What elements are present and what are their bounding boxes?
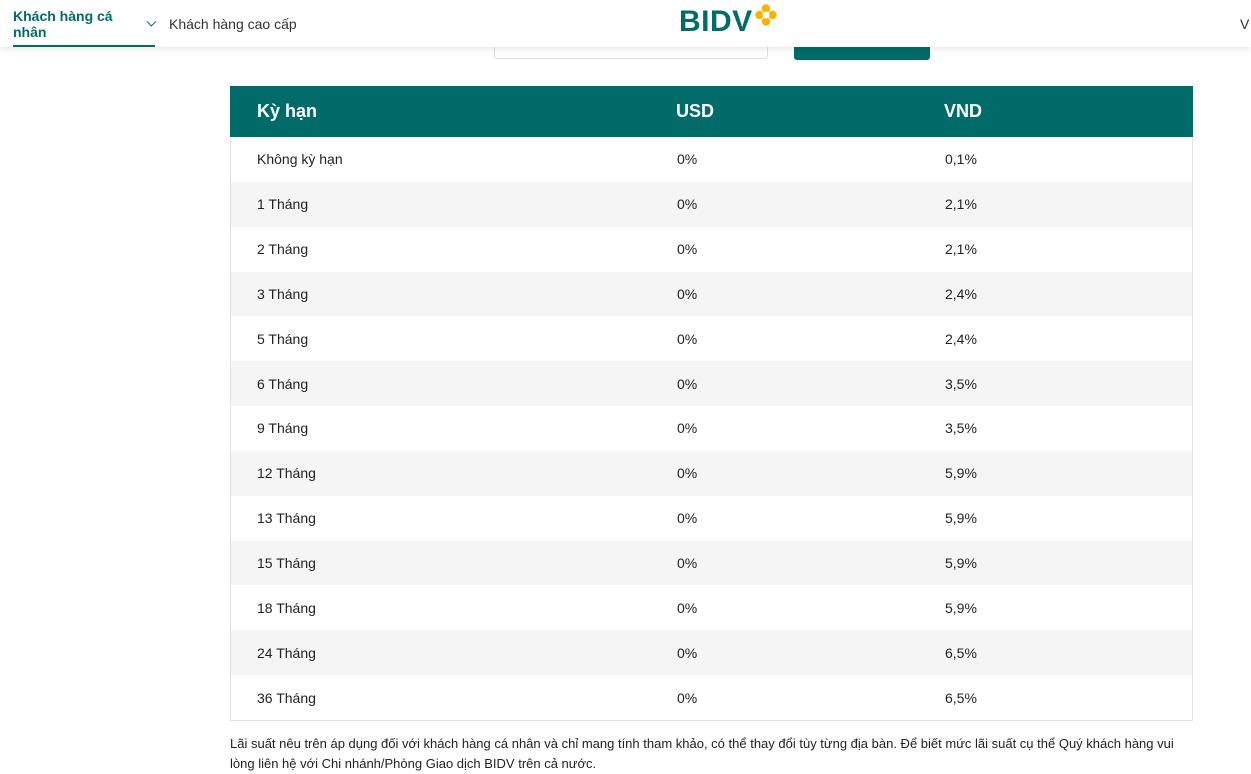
table-row: Không kỳ hạn 0% 0,1%	[231, 137, 1192, 182]
cell-term: 36 Tháng	[257, 689, 316, 706]
cell-term: 3 Tháng	[257, 285, 309, 302]
cell-term: 9 Tháng	[257, 420, 309, 437]
column-header-usd: USD	[676, 101, 715, 121]
table-row: 12 Tháng 0% 5,9%	[231, 450, 1192, 496]
site-header: Khách hàng cá nhân Khách hàng cao cấp BI…	[0, 0, 1251, 47]
nav-premium-label: Khách hàng cao cấp	[169, 15, 297, 32]
table-row: 13 Tháng 0% 5,9%	[231, 495, 1192, 541]
cell-term: 5 Tháng	[257, 330, 309, 347]
cell-vnd: 0,1%	[945, 151, 977, 168]
table-body: Không kỳ hạn 0% 0,1% 1 Tháng 0% 2,1% 2 T…	[231, 137, 1192, 720]
cell-vnd: 3,5%	[945, 420, 977, 437]
cell-vnd: 5,9%	[945, 599, 977, 616]
cell-usd: 0%	[677, 510, 698, 527]
table-header: Kỳ hạn USD VND	[230, 86, 1193, 137]
cell-vnd: 5,9%	[945, 510, 977, 527]
chevron-down-icon	[146, 16, 157, 27]
table-row: 1 Tháng 0% 2,1%	[231, 181, 1192, 227]
table-row: 18 Tháng 0% 5,9%	[231, 585, 1192, 631]
cell-vnd: 5,9%	[945, 555, 977, 572]
language-switch[interactable]: V	[1240, 0, 1249, 47]
cell-usd: 0%	[677, 241, 698, 258]
cell-usd: 0%	[677, 375, 698, 392]
column-header-term: Kỳ hạn	[257, 101, 318, 121]
table-row: 3 Tháng 0% 2,4%	[231, 271, 1192, 317]
disclaimer-note: Lãi suất nêu trên áp dụng đối với khách …	[230, 736, 1174, 771]
nav-personal-customers[interactable]: Khách hàng cá nhân	[13, 0, 157, 47]
cell-term: 18 Tháng	[257, 599, 316, 616]
cell-usd: 0%	[677, 644, 698, 661]
flower-logo-icon	[754, 4, 777, 26]
cell-term: 1 Tháng	[257, 196, 309, 213]
language-label: V	[1240, 15, 1250, 32]
table-row: 15 Tháng 0% 5,9%	[231, 540, 1192, 586]
nav-premium-customers[interactable]: Khách hàng cao cấp	[169, 0, 297, 47]
table-row: 6 Tháng 0% 3,5%	[231, 361, 1192, 407]
interest-rate-table: Kỳ hạn USD VND Không kỳ hạn 0% 0,1% 1 Th…	[230, 86, 1193, 721]
cell-usd: 0%	[677, 420, 698, 437]
cell-vnd: 3,5%	[945, 375, 977, 392]
table-row: 5 Tháng 0% 2,4%	[231, 316, 1192, 362]
cell-vnd: 5,9%	[945, 465, 977, 482]
cell-vnd: 2,4%	[945, 330, 977, 347]
cell-vnd: 2,4%	[945, 285, 977, 302]
cell-term: 6 Tháng	[257, 375, 309, 392]
cell-vnd: 2,1%	[945, 241, 977, 258]
logo-text: BIDV	[679, 5, 753, 38]
cell-vnd: 2,1%	[945, 196, 977, 213]
table-row: 9 Tháng 0% 3,5%	[231, 406, 1192, 451]
table-row: 2 Tháng 0% 2,1%	[231, 226, 1192, 272]
cell-usd: 0%	[677, 689, 698, 706]
column-header-vnd: VND	[944, 101, 983, 121]
cell-term: 13 Tháng	[257, 510, 316, 527]
cell-usd: 0%	[677, 555, 698, 572]
cell-usd: 0%	[677, 599, 698, 616]
cell-term: Không kỳ hạn	[257, 151, 343, 168]
cell-term: 12 Tháng	[257, 465, 316, 482]
cell-vnd: 6,5%	[945, 644, 977, 661]
cell-vnd: 6,5%	[945, 689, 977, 706]
cell-usd: 0%	[677, 151, 698, 168]
cell-usd: 0%	[677, 285, 698, 302]
cell-usd: 0%	[677, 196, 698, 213]
bidv-logo[interactable]: BIDV	[679, 4, 778, 40]
cell-usd: 0%	[677, 330, 698, 347]
table-row: 36 Tháng 0% 6,5%	[231, 675, 1192, 720]
cell-term: 24 Tháng	[257, 644, 316, 661]
cell-term: 15 Tháng	[257, 555, 316, 572]
cell-usd: 0%	[677, 465, 698, 482]
nav-personal-label: Khách hàng cá nhân	[13, 7, 113, 40]
table-row: 24 Tháng 0% 6,5%	[231, 630, 1192, 676]
cell-term: 2 Tháng	[257, 241, 309, 258]
